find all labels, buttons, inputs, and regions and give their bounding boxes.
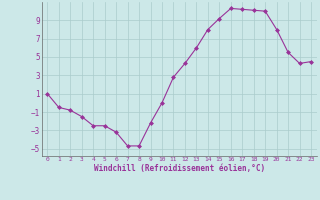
X-axis label: Windchill (Refroidissement éolien,°C): Windchill (Refroidissement éolien,°C) bbox=[94, 164, 265, 173]
